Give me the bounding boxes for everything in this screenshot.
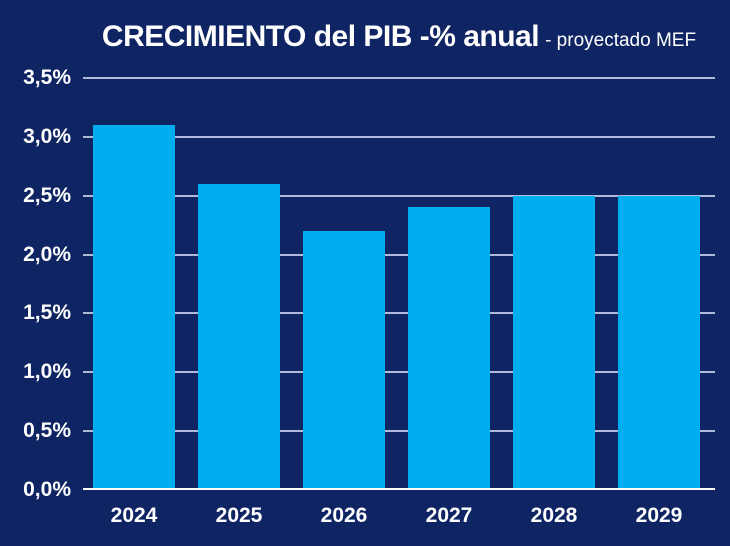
y-axis-label: 3,0% bbox=[23, 125, 71, 148]
x-axis-label-2029: 2029 bbox=[635, 504, 683, 527]
y-axis-label: 0,5% bbox=[23, 419, 71, 442]
bar-2025 bbox=[198, 184, 280, 488]
y-axis-label: 0,0% bbox=[23, 478, 71, 501]
chart-title: CRECIMIENTO del PIB -% anual - proyectado… bbox=[83, 20, 715, 54]
y-axis-label: 1,5% bbox=[23, 301, 71, 324]
x-axis-label-2028: 2028 bbox=[530, 504, 578, 527]
x-axis-label-2025: 2025 bbox=[215, 504, 263, 527]
bar-2024 bbox=[93, 125, 175, 488]
gridline bbox=[83, 430, 715, 432]
y-axis-label: 2,0% bbox=[23, 243, 71, 266]
x-axis-label-2024: 2024 bbox=[110, 504, 158, 527]
gridline bbox=[83, 254, 715, 256]
gridline bbox=[83, 195, 715, 197]
gridline bbox=[83, 136, 715, 138]
x-axis-baseline bbox=[83, 488, 715, 490]
y-axis-label: 3,5% bbox=[23, 66, 71, 89]
gridline bbox=[83, 312, 715, 314]
bar-2028 bbox=[513, 196, 595, 488]
x-axis-label-2027: 2027 bbox=[425, 504, 473, 527]
bar-2026 bbox=[303, 231, 385, 488]
plot-area: 0,0% 0,5% 1,0% 1,5% 2,0% 2,5% 3,0% 3,5% 2024 2025… bbox=[23, 66, 715, 527]
y-axis-label: 2,5% bbox=[23, 184, 71, 207]
chart-title-subtitle: - proyectado MEF bbox=[545, 30, 697, 51]
gridline bbox=[83, 371, 715, 373]
x-axis-label-2026: 2026 bbox=[320, 504, 368, 527]
bar-2029 bbox=[618, 196, 700, 488]
bar-2027 bbox=[408, 207, 490, 488]
gridline bbox=[83, 77, 715, 79]
y-axis-label: 1,0% bbox=[23, 360, 71, 383]
chart-title-main: CRECIMIENTO del PIB -% anual bbox=[101, 20, 540, 53]
